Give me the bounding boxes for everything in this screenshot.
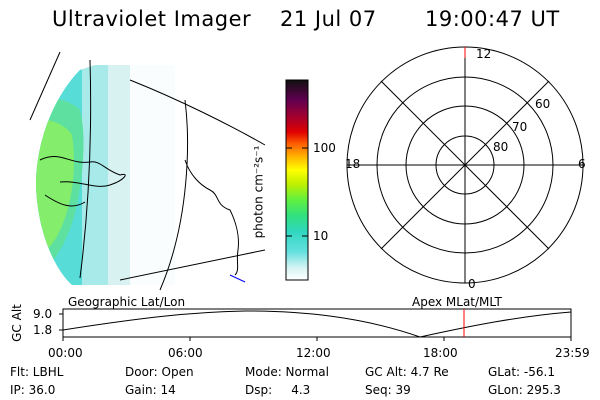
info-dsp: Dsp: 4.3 bbox=[245, 383, 311, 397]
colorbar-tick-100: 100 bbox=[313, 141, 336, 155]
polar-lat-70: 70 bbox=[512, 120, 528, 134]
info-glon: GLon: 295.3 bbox=[488, 383, 561, 397]
x-tick-3: 18:00 bbox=[423, 346, 458, 360]
info-glat: GLat: -56.1 bbox=[488, 365, 555, 379]
x-tick-1: 06:00 bbox=[168, 346, 203, 360]
info-ip: IP: 36.0 bbox=[10, 383, 56, 397]
apex-label: Apex MLat/MLT bbox=[412, 295, 502, 309]
polar-mlt-0: 0 bbox=[468, 277, 476, 291]
instrument-title: Ultraviolet Imager bbox=[52, 7, 252, 31]
geographic-label: Geographic Lat/Lon bbox=[68, 295, 186, 309]
info-mode: Mode: Normal bbox=[245, 365, 329, 379]
polar-mlt-18: 18 bbox=[345, 157, 361, 171]
polar-lat-80: 80 bbox=[493, 140, 509, 154]
x-tick-4: 23:59 bbox=[555, 346, 590, 360]
y-axis-title: GC Alt bbox=[9, 304, 24, 342]
colorbar-tick-10: 10 bbox=[313, 229, 329, 243]
aurora-image bbox=[29, 51, 266, 291]
colorbar-unit-label: photon cm⁻²s⁻¹ bbox=[251, 145, 266, 239]
colorbar bbox=[285, 79, 309, 281]
polar-plot bbox=[346, 46, 584, 284]
info-gcalt: GC Alt: 4.7 Re bbox=[365, 365, 449, 379]
info-flt: Flt: LBHL bbox=[10, 365, 64, 379]
polar-mlt-6: 6 bbox=[578, 157, 586, 171]
polar-mlt-12: 12 bbox=[476, 47, 492, 61]
date-label: 21 Jul 07 bbox=[280, 7, 377, 31]
x-tick-2: 12:00 bbox=[296, 346, 331, 360]
x-tick-0: 00:00 bbox=[48, 346, 83, 360]
info-gain: Gain: 14 bbox=[125, 383, 176, 397]
timeline-plot bbox=[59, 308, 572, 341]
info-door: Door: Open bbox=[125, 365, 194, 379]
polar-lat-60: 60 bbox=[535, 97, 551, 111]
y-tick-top: 9.0 bbox=[33, 307, 53, 321]
time-label: 19:00:47 UT bbox=[425, 7, 560, 31]
y-tick-bottom: 1.8 bbox=[33, 323, 53, 337]
info-seq: Seq: 39 bbox=[365, 383, 411, 397]
